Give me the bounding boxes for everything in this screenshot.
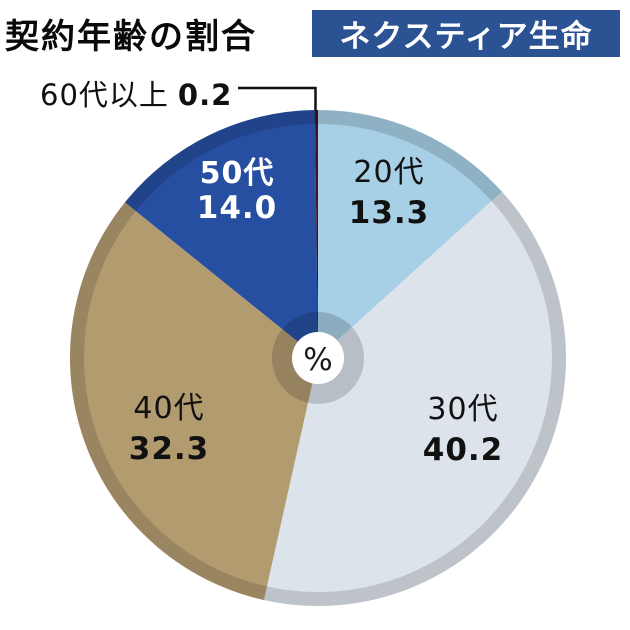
pie-slice-40s xyxy=(69,202,318,601)
label-30s-category: 30代 xyxy=(427,392,499,427)
pie-outer-rim-shade xyxy=(70,110,566,606)
label-20s-value: 13.3 xyxy=(348,195,430,231)
callout-label-60s: 60代以上 0.2 xyxy=(40,72,232,114)
label-50s-category: 50代 xyxy=(199,156,275,191)
callout-leader-line xyxy=(238,86,317,116)
company-badge-label: ネクスティア生命 xyxy=(339,19,593,55)
label-40s: 40代 32.3 xyxy=(129,388,210,470)
pie-slice-60s-plus xyxy=(314,110,318,358)
label-20s-category: 20代 xyxy=(353,155,425,190)
pie-slice-20s xyxy=(318,110,502,358)
callout-value: 0.2 xyxy=(177,78,233,112)
company-badge: ネクスティア生命 xyxy=(312,10,620,57)
page-title: 契約年齢の割合 xyxy=(5,17,257,57)
label-40s-value: 32.3 xyxy=(128,431,210,467)
label-50s-value: 14.0 xyxy=(196,190,278,226)
pie-slices xyxy=(69,110,567,607)
percent-symbol: % xyxy=(303,342,333,378)
pie-inner-ring-shade xyxy=(272,312,364,404)
label-40s-category: 40代 xyxy=(133,391,205,426)
callout-category: 60代以上 xyxy=(40,78,169,112)
label-30s: 30代 40.2 xyxy=(423,389,504,471)
label-50s: 50代 14.0 xyxy=(197,156,278,226)
label-30s-value: 40.2 xyxy=(422,432,504,468)
pie-slice-50s xyxy=(124,110,318,359)
pie-center-hole xyxy=(292,332,344,384)
pie-slice-30s xyxy=(263,191,567,607)
label-20s: 20代 13.3 xyxy=(349,152,430,234)
